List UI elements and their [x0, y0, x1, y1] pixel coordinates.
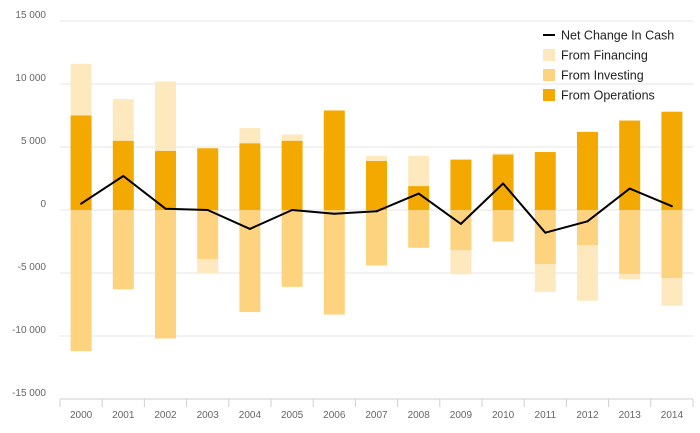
- x-tick-label: 2006: [323, 410, 346, 421]
- bar-from-financing: [450, 250, 472, 275]
- net-change-point: [291, 209, 294, 211]
- legend-swatch-from-operations: [543, 89, 555, 101]
- y-tick-label: -5 000: [18, 262, 47, 273]
- bar-from-financing: [197, 259, 219, 273]
- net-change-point: [628, 187, 631, 190]
- legend-label-net-change-in-cash: Net Change In Cash: [561, 29, 674, 43]
- x-tick-label: 2004: [239, 410, 262, 421]
- y-axis-ticks: 15 000 10 000 5 000 0 -5 000 -10 000 -15 000: [12, 10, 46, 399]
- net-change-point: [206, 209, 209, 211]
- bar-from-financing: [366, 155, 387, 161]
- bar-from-investing: [323, 210, 345, 315]
- bar-from-investing: [492, 210, 514, 242]
- net-change-point: [459, 222, 462, 225]
- y-tick-label: 5 000: [21, 136, 46, 147]
- bar-from-operations: [197, 148, 219, 210]
- bar-from-financing: [492, 153, 514, 155]
- bar-from-investing: [661, 210, 683, 279]
- bar-from-operations: [408, 186, 430, 210]
- y-tick-label: 15 000: [15, 10, 46, 21]
- net-change-point: [333, 212, 336, 215]
- y-tick-label: 0: [40, 199, 46, 210]
- net-change-point: [544, 231, 547, 234]
- bar-from-operations: [450, 159, 472, 210]
- bar-from-financing: [239, 128, 261, 144]
- net-change-point: [502, 182, 505, 185]
- net-change-point: [375, 210, 378, 213]
- bar-from-operations: [492, 154, 514, 210]
- bar-from-investing: [239, 210, 261, 313]
- net-change-point: [417, 192, 420, 195]
- y-tick-label: -10 000: [12, 325, 46, 336]
- bar-from-financing: [619, 274, 641, 280]
- bar-from-financing: [112, 99, 134, 141]
- legend-swatch-from-investing: [543, 69, 555, 81]
- x-tick-label: 2014: [661, 410, 684, 421]
- bar-from-investing: [112, 210, 134, 290]
- bar-from-financing: [534, 264, 556, 292]
- bar-from-operations: [70, 115, 92, 210]
- bar-from-operations: [661, 111, 683, 210]
- x-tick-label: 2013: [619, 410, 642, 421]
- bar-from-investing: [155, 210, 176, 339]
- net-change-point: [80, 202, 83, 205]
- x-tick-label: 2001: [112, 410, 135, 421]
- x-tick-label: 2007: [365, 410, 388, 421]
- x-tick-label: 2010: [492, 410, 515, 421]
- x-tick-label: 2002: [154, 410, 177, 421]
- bar-from-operations: [239, 143, 261, 210]
- bar-from-investing: [577, 210, 598, 246]
- bar-from-operations: [155, 150, 176, 210]
- bar-from-operations: [534, 152, 556, 210]
- net-change-point: [586, 220, 589, 223]
- bar-from-financing: [577, 245, 598, 301]
- bar-from-operations: [323, 110, 345, 210]
- bars: [70, 63, 683, 352]
- net-change-point: [248, 227, 251, 230]
- legend-label-from-operations: From Operations: [561, 89, 655, 103]
- bar-from-financing: [70, 63, 92, 116]
- bar-from-investing: [534, 210, 556, 265]
- bar-from-operations: [577, 131, 598, 210]
- bar-from-operations: [366, 160, 387, 210]
- x-tick-label: 2009: [450, 410, 473, 421]
- x-axis: 2000 2001 2002 2003 2004 2005 2006 2007 2008 2009…: [59, 398, 694, 421]
- net-change-point: [670, 205, 673, 208]
- y-tick-label: -15 000: [12, 388, 46, 399]
- bar-from-financing: [661, 278, 683, 306]
- legend-swatch-from-financing: [543, 49, 555, 61]
- net-change-point: [122, 174, 125, 177]
- bar-from-financing: [408, 155, 430, 187]
- bar-from-operations: [281, 140, 303, 210]
- x-tick-label: 2011: [535, 410, 557, 421]
- legend-label-from-investing: From Investing: [561, 69, 644, 83]
- bar-from-investing: [70, 210, 92, 352]
- y-tick-label: 10 000: [15, 73, 46, 84]
- net-change-point: [164, 207, 167, 210]
- bar-from-investing: [281, 210, 303, 287]
- bar-from-investing: [619, 210, 641, 275]
- legend-label-from-financing: From Financing: [561, 49, 648, 63]
- bar-from-financing: [155, 81, 176, 151]
- x-tick-label: 2012: [576, 410, 599, 421]
- x-tick-label: 2008: [408, 410, 431, 421]
- bar-from-investing: [366, 210, 387, 266]
- x-tick-label: 2005: [281, 410, 304, 421]
- x-tick-label: 2000: [70, 410, 93, 421]
- bar-from-investing: [197, 210, 219, 260]
- bar-from-investing: [408, 210, 430, 248]
- x-tick-label: 2003: [197, 410, 220, 421]
- legend: Net Change In Cash From Financing From Inv…: [543, 29, 674, 103]
- bar-from-operations: [619, 120, 641, 210]
- bar-from-financing: [281, 134, 303, 141]
- net-change-line-layer: [80, 174, 673, 234]
